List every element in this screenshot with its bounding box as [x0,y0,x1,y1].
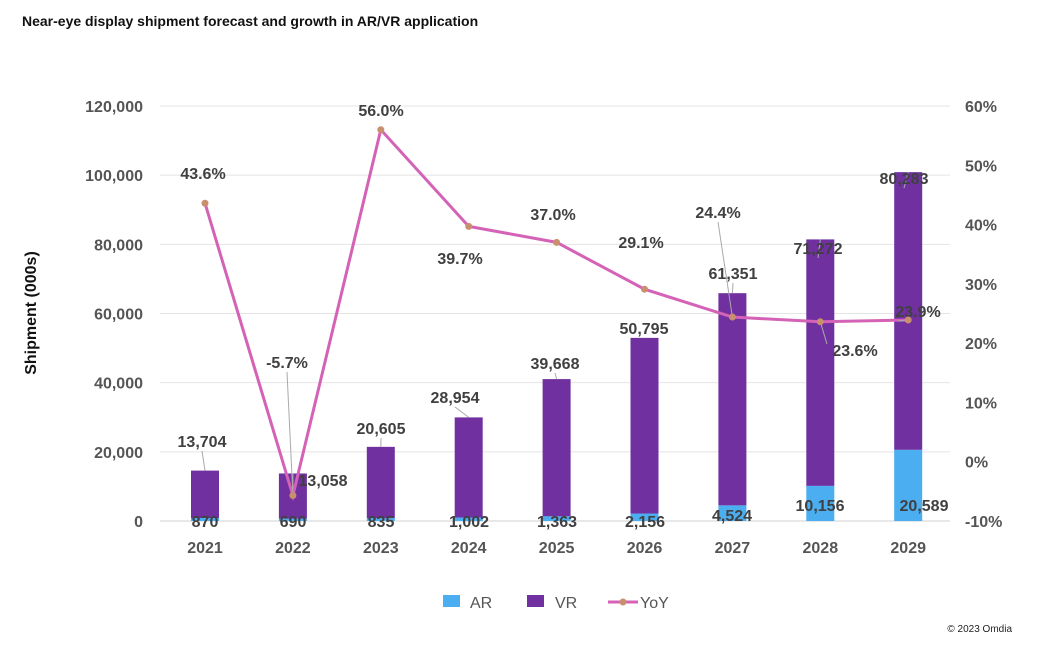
data-label-yoy: -5.7% [266,355,308,372]
y2-tick-label: 20% [965,336,997,353]
data-label-ar: 835 [368,514,395,531]
bar-vr [894,172,923,450]
y2-tick-label: 50% [965,158,997,175]
x-tick-label: 2021 [187,540,223,557]
data-label-yoy: 39.7% [437,251,482,268]
data-label-vr: 50,795 [620,321,669,338]
data-label-vr: 61,351 [709,266,758,283]
y-axis-title: Shipment (000s) [23,251,40,375]
legend-swatch-vr [527,595,544,607]
data-label-vr: 28,954 [431,390,480,407]
data-label-vr: 13,058 [299,473,348,490]
y2-tick-label: 60% [965,99,997,116]
data-label-yoy: 23.9% [895,304,940,321]
y-tick-label: 100,000 [85,168,143,185]
data-label-yoy: 29.1% [618,235,663,252]
yoy-marker [816,318,824,326]
data-label-ar: 4,524 [712,508,752,525]
leader-line [201,450,206,471]
legend-label-vr: VR [555,595,577,612]
data-label-ar: 690 [280,514,307,531]
leader-line [454,406,470,418]
leader-line [717,221,733,318]
bar-ar [718,505,747,521]
data-label-vr: 80,283 [880,171,929,188]
y-tick-label: 40,000 [94,376,143,393]
chart-title: Near-eye display shipment forecast and g… [22,13,479,29]
leader-line [554,372,558,380]
data-label-vr: 39,668 [531,356,580,373]
y2-tick-label: 40% [965,218,997,235]
yoy-marker [465,222,473,230]
leader-line [903,172,909,189]
yoy-marker [201,199,209,207]
data-label-ar: 20,589 [900,498,949,515]
y2-tick-label: -10% [965,514,1002,531]
leader-line [286,371,294,496]
y2-tick-label: 30% [965,277,997,294]
y2-tick-label: 0% [965,455,988,472]
x-tick-label: 2028 [803,540,839,557]
x-tick-label: 2026 [627,540,663,557]
yoy-marker [728,313,736,321]
leader-line [731,282,734,294]
x-tick-label: 2027 [715,540,751,557]
data-label-vr: 13,704 [178,434,227,451]
data-label-ar: 2,156 [625,514,665,531]
x-tick-label: 2023 [363,540,399,557]
data-label-yoy: 56.0% [358,103,403,120]
data-label-vr: 71,272 [794,241,843,258]
bar-vr [366,446,395,519]
y-tick-label: 120,000 [85,99,143,116]
y-tick-label: 0 [134,514,143,531]
copyright-credit: © 2023 Omdia [947,624,1012,635]
yoy-marker [377,126,385,134]
legend-swatch-ar [443,595,460,607]
data-label-ar: 1,002 [449,514,489,531]
bar-ar [191,517,219,521]
leader-line [817,239,821,259]
bar-vr [542,379,571,517]
data-label-ar: 1,363 [537,514,577,531]
bar-ar [366,518,395,521]
data-label-yoy: 23.6% [832,343,877,360]
data-label-ar: 870 [192,514,219,531]
y-tick-label: 60,000 [94,307,143,324]
data-label-vr: 20,605 [357,421,406,438]
y-tick-label: 20,000 [94,445,143,462]
bar-vr [191,470,219,518]
bar-ar [454,517,483,521]
data-label-yoy: 43.6% [180,166,225,183]
bar-vr [806,239,835,486]
yoy-marker [553,238,561,246]
leader-line [819,321,828,345]
x-tick-label: 2025 [539,540,575,557]
legend-label-ar: AR [470,595,492,612]
legend-label-yoy: YoY [640,595,669,612]
yoy-marker [904,316,912,324]
yoy-marker [641,285,648,293]
bar-ar [542,516,571,521]
x-tick-label: 2022 [275,540,311,557]
yoy-marker [289,492,297,500]
data-label-yoy: 37.0% [530,207,575,224]
bar-ar [630,513,659,521]
bar-ar [278,518,307,521]
data-label-yoy: 24.4% [695,205,740,222]
legend-marker-yoy [619,598,627,606]
y2-tick-label: 10% [965,395,997,412]
bar-vr [454,417,483,518]
bar-vr [630,337,659,514]
x-tick-label: 2024 [451,540,487,557]
x-tick-label: 2029 [890,540,926,557]
bar-ar [894,449,923,521]
y-tick-label: 80,000 [94,237,143,254]
bar-ar [806,485,835,521]
data-label-ar: 10,156 [796,498,845,515]
bar-vr [718,293,747,506]
